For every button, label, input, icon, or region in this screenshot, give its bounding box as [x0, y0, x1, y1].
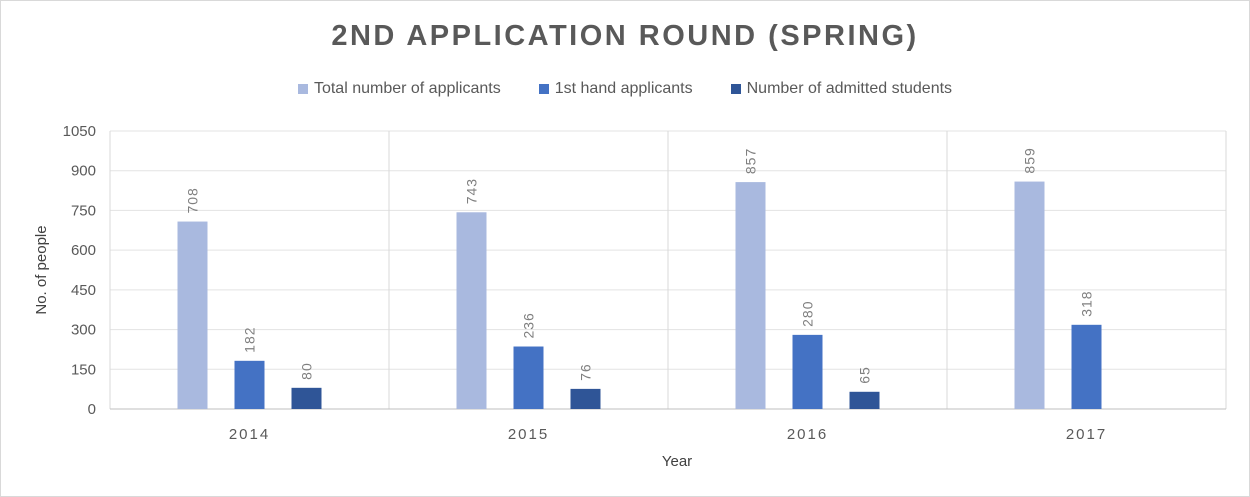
legend-item-total-applicants: Total number of applicants — [297, 80, 501, 98]
y-tick-label-150: 150 — [71, 361, 96, 378]
legend-item-admitted-students: Number of admitted students — [730, 80, 953, 98]
chart-title: 2ND APPLICATION ROUND (SPRING) — [331, 20, 919, 52]
data-label-2017-series-1: 859 — [1022, 147, 1038, 173]
legend-label-first-hand-applicants: 1st hand applicants — [554, 80, 693, 97]
y-tick-label-900: 900 — [71, 163, 96, 180]
data-label-2016-series-2: 280 — [800, 301, 816, 327]
x-tick-label-2017: 2017 — [1066, 426, 1107, 443]
x-tick-label-2016: 2016 — [787, 426, 828, 443]
legend-item-first-hand-applicants: 1st hand applicants — [538, 80, 693, 98]
data-label-2017-series-2: 318 — [1079, 290, 1095, 316]
legend-label-total-applicants: Total number of applicants — [313, 80, 501, 97]
bar-2015-series-2 — [513, 346, 544, 409]
data-label-2014-series-3: 80 — [299, 362, 315, 380]
y-tick-label-750: 750 — [71, 202, 96, 219]
bar-2016-series-3 — [849, 391, 880, 409]
legend: Total number of applicants 1st hand appl… — [0, 80, 1250, 98]
data-label-2014-series-2: 182 — [242, 326, 258, 352]
data-label-2015-series-3: 76 — [578, 363, 594, 381]
legend-swatch-first-hand-applicants — [538, 84, 549, 94]
data-label-2015-series-1: 743 — [464, 178, 480, 204]
legend-swatch-admitted-students — [730, 84, 741, 94]
data-label-2016-series-3: 65 — [857, 366, 873, 384]
legend-label-admitted-students: Number of admitted students — [746, 80, 953, 97]
x-tick-label-2014: 2014 — [229, 426, 270, 443]
bar-2015-series-1 — [456, 212, 487, 409]
x-tick-label-2015: 2015 — [508, 426, 549, 443]
y-tick-label-300: 300 — [71, 322, 96, 339]
data-label-2016-series-1: 857 — [743, 148, 759, 174]
bar-2016-series-2 — [792, 334, 823, 409]
bar-2015-series-3 — [570, 388, 601, 409]
y-tick-label-450: 450 — [71, 282, 96, 299]
bar-2014-series-1 — [177, 221, 208, 409]
data-label-2014-series-1: 708 — [185, 187, 201, 213]
bar-2017-series-1 — [1014, 181, 1045, 409]
x-axis-title: Year — [662, 453, 692, 470]
y-tick-label-1050: 1050 — [63, 123, 96, 140]
y-axis-title: No. of people — [33, 225, 50, 314]
bar-2016-series-1 — [735, 182, 766, 409]
bar-2017-series-2 — [1071, 324, 1102, 409]
data-label-2015-series-2: 236 — [521, 312, 537, 338]
bar-2014-series-2 — [234, 360, 265, 409]
y-tick-label-600: 600 — [71, 242, 96, 259]
bar-2014-series-3 — [291, 387, 322, 409]
legend-swatch-total-applicants — [297, 84, 308, 94]
y-tick-label-0: 0 — [88, 401, 96, 418]
